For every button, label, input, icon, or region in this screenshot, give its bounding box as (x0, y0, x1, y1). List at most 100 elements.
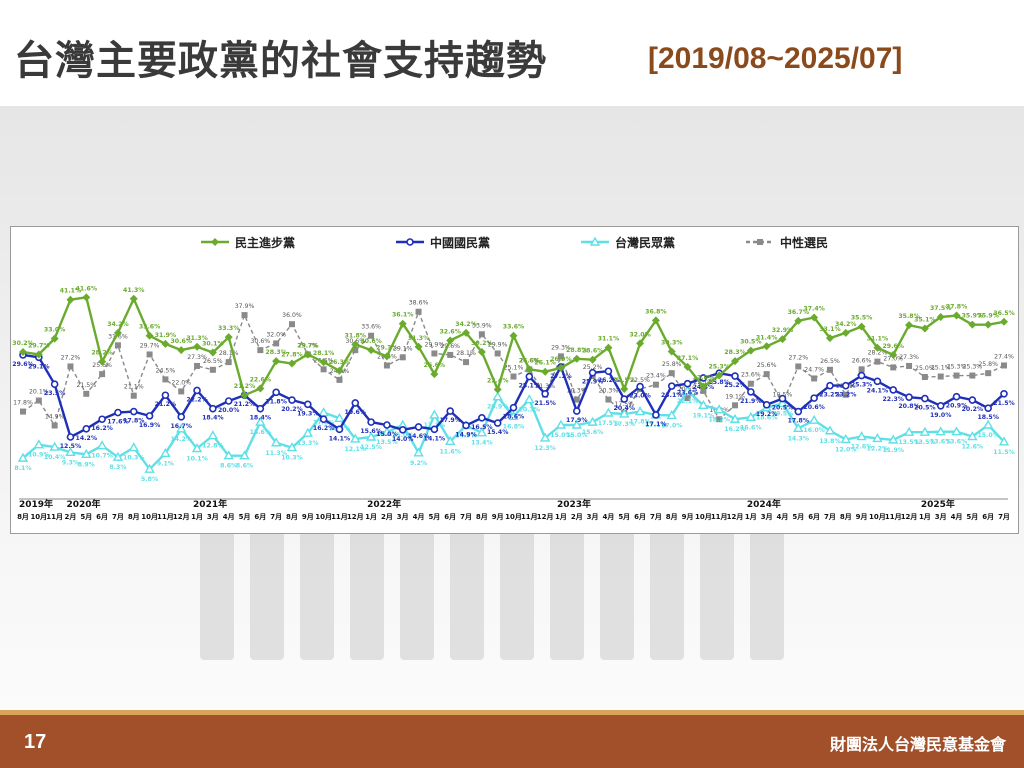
data-point (747, 380, 754, 387)
data-label: 22.1% (677, 398, 698, 405)
data-label: 29.9% (488, 341, 508, 348)
data-label: 21.2% (234, 383, 255, 390)
data-point (906, 362, 913, 369)
data-label: 19.1% (693, 412, 714, 419)
data-point (794, 407, 803, 416)
data-label: 23.2% (819, 392, 840, 399)
data-label: 8.6% (236, 463, 253, 470)
data-point (194, 362, 201, 369)
data-label: 11.5% (993, 449, 1014, 456)
data-label: 22.4% (487, 377, 508, 384)
data-label: 22.5% (630, 377, 650, 384)
data-label: 27.1% (550, 373, 571, 380)
data-point (509, 331, 518, 340)
data-label: 15.6% (360, 428, 381, 435)
x-tick-label: 9月 (682, 513, 694, 521)
data-label: 22.2% (186, 396, 207, 403)
x-tick-label: 10月 (30, 513, 47, 521)
data-label: 25.8% (662, 361, 682, 368)
data-point (731, 372, 739, 380)
data-point (146, 351, 153, 358)
x-tick-label: 3月 (761, 513, 773, 521)
data-label: 30.3% (661, 340, 682, 347)
x-tick-label: 6月 (634, 513, 646, 521)
data-label: 20.9% (946, 403, 967, 410)
data-point (96, 440, 108, 450)
data-label: 25.1% (519, 383, 540, 390)
data-point (351, 340, 360, 349)
data-point (50, 334, 59, 343)
data-point (857, 322, 866, 331)
year-tick-label: 2023年 (557, 498, 591, 510)
legend-entry-1: 中國國民黨 (396, 235, 490, 250)
data-point (256, 404, 265, 413)
data-point (255, 416, 266, 426)
data-label: 28.8% (566, 347, 587, 354)
data-point (430, 425, 439, 434)
data-label: 20.5% (772, 405, 793, 412)
data-point (684, 395, 691, 402)
data-point (715, 371, 724, 380)
data-label: 24.5% (156, 367, 176, 374)
data-point (1000, 317, 1008, 326)
data-point (320, 366, 327, 373)
data-label: 29.9% (425, 341, 445, 348)
data-label: 17.8% (629, 419, 650, 426)
crowd-silhouette (750, 510, 784, 660)
data-point (303, 350, 312, 359)
data-label: 23.6% (741, 372, 761, 379)
data-point (241, 312, 248, 319)
data-point (415, 308, 422, 315)
year-tick-label: 2025年 (921, 498, 955, 510)
data-point (144, 463, 155, 473)
data-point (857, 371, 866, 380)
data-point (699, 382, 708, 391)
data-label: 14.1% (329, 435, 350, 442)
year-tick-label: 2021年 (193, 498, 227, 510)
data-label: 18.2% (708, 417, 729, 424)
data-label: 37.9% (235, 303, 255, 310)
data-label: 10.4% (44, 454, 65, 461)
organization-name: 財團法人台灣民意基金會 (829, 735, 1006, 754)
data-point (842, 391, 849, 398)
data-point (463, 359, 470, 366)
data-label: 29.7% (297, 342, 318, 349)
data-point (682, 385, 693, 395)
slide-footer: 17 財團法人台灣民意基金會 (0, 715, 1024, 768)
data-label: 16.2% (313, 425, 334, 432)
data-label: 25.9% (582, 379, 603, 386)
data-label: 23.1% (661, 392, 682, 399)
data-point (209, 404, 217, 413)
x-tick-label: 11月 (46, 513, 63, 521)
data-point (240, 391, 249, 400)
series-2: 8.1% 10.9%10.4%9.3%8.9%10.7% 8.3% 10.3% 5.8%… (14, 385, 1015, 483)
data-point (288, 321, 295, 328)
data-label: 41.1% (60, 288, 81, 295)
data-point (193, 386, 201, 395)
data-point (810, 394, 818, 402)
x-tick-label: 7月 (998, 513, 1010, 521)
data-label: 31.1% (867, 336, 888, 343)
data-point (287, 359, 296, 368)
data-label: 30.1% (202, 341, 223, 348)
series-line (22, 296, 1005, 397)
x-tick-label: 11月 (157, 513, 174, 521)
data-point (984, 320, 993, 329)
data-point (177, 346, 186, 355)
x-tick-label: 5月 (80, 513, 92, 521)
x-tick-label: 8月 (666, 513, 678, 521)
data-label: 17.5% (598, 420, 619, 427)
data-label: 10.3% (123, 455, 144, 462)
data-point (98, 415, 106, 424)
data-point (17, 452, 29, 462)
data-point (66, 295, 75, 304)
data-point (383, 421, 391, 429)
data-label: 26.3% (329, 359, 350, 366)
data-point (368, 332, 375, 339)
data-point (33, 439, 45, 449)
data-label: 23.0% (693, 375, 714, 382)
year-tick-label: 2019年 (19, 498, 53, 510)
data-label: 13.5% (898, 439, 919, 446)
data-point (35, 397, 42, 404)
data-label: 28.6% (582, 348, 603, 355)
